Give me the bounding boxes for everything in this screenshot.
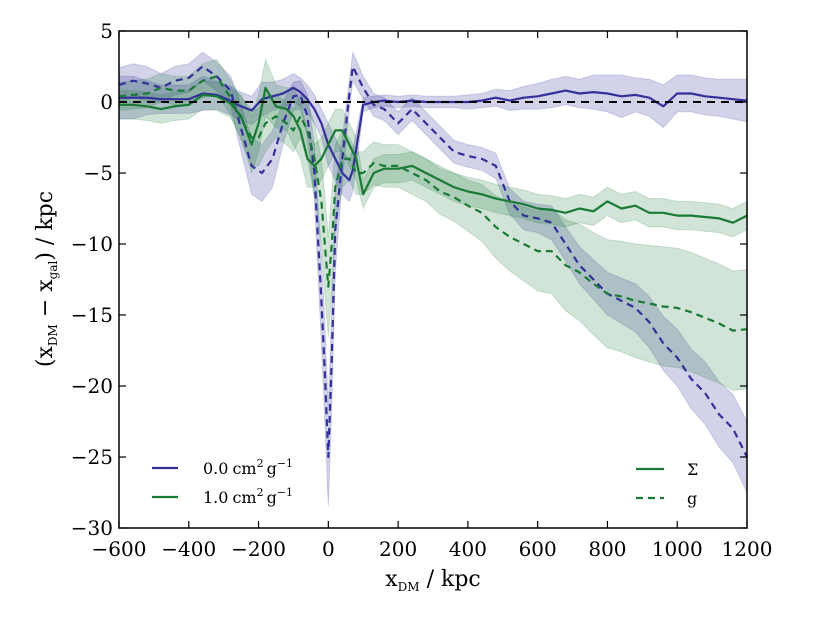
axis-ticks: −600 −400 −200 0 200 400 600 800 1000 1200 5 0 −5 −10… (71, 19, 773, 561)
y-tick-label: −15 (71, 303, 113, 327)
legend-label-1: 1.0 cm2 g−1 (203, 486, 293, 507)
y-tick-label: 5 (100, 19, 113, 43)
legend-estimator: Σ g (636, 460, 698, 508)
x-axis-label: xDM / kpc (385, 567, 480, 594)
y-tick-label: 0 (100, 90, 113, 114)
legend-cross-section: 0.0 cm2 g−1 1.0 cm2 g−1 (152, 457, 293, 507)
series-line-1 (118, 65, 748, 459)
x-tick-label: 1000 (652, 537, 703, 561)
legend-label-sigma: Σ (687, 460, 698, 479)
legend-label-0: 0.0 cm2 g−1 (203, 457, 293, 478)
y-axis-label: (xDM − xgal) / kpc (33, 191, 60, 367)
x-tick-label: 400 (449, 537, 487, 561)
x-tick-label: 1200 (722, 537, 773, 561)
x-tick-label: −600 (92, 537, 147, 561)
error-bands (118, 50, 748, 507)
series-line-3 (118, 75, 748, 332)
x-tick-label: −400 (161, 537, 216, 561)
x-tick-label: 0 (322, 537, 335, 561)
x-tick-label: 600 (519, 537, 557, 561)
plot-frame (118, 30, 748, 529)
y-tick-label: −25 (71, 445, 113, 469)
series-lines (118, 65, 748, 459)
y-tick-label: −5 (84, 161, 113, 185)
x-tick-label: 800 (588, 537, 626, 561)
y-tick-label: −30 (71, 516, 113, 540)
x-tick-label: 200 (379, 537, 417, 561)
legend-label-g: g (687, 489, 697, 508)
y-tick-label: −10 (71, 232, 113, 256)
series-line-0 (119, 86, 748, 182)
y-tick-label: −20 (71, 374, 113, 398)
x-tick-label: −200 (231, 537, 286, 561)
